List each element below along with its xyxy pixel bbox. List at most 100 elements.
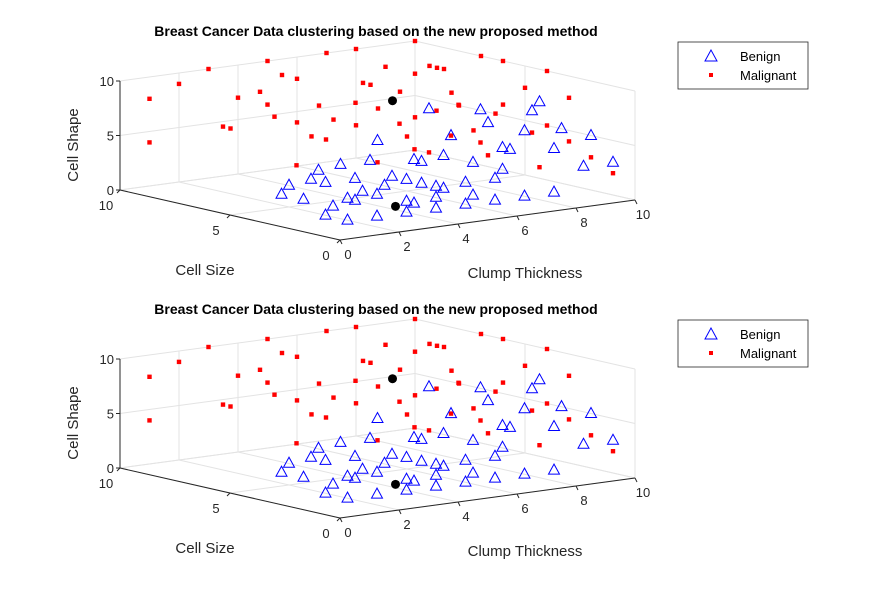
malignant-point — [448, 133, 454, 138]
malignant-point — [544, 68, 550, 74]
benign-point — [518, 401, 531, 414]
benign-point — [400, 194, 413, 206]
malignant-point — [404, 134, 410, 139]
grid-line — [229, 452, 526, 494]
malignant-point — [478, 140, 483, 145]
x-tick-label: 0 — [344, 525, 351, 540]
benign-point — [422, 101, 436, 114]
benign-point — [518, 189, 531, 201]
malignant-point — [544, 123, 550, 128]
benign-point — [312, 441, 325, 453]
malignant-point — [434, 386, 439, 391]
malignant-point — [294, 354, 300, 359]
malignant-point — [471, 128, 476, 133]
malignant-point — [426, 428, 432, 433]
grid-line — [119, 95, 416, 136]
malignant-point — [235, 95, 241, 100]
benign-point — [400, 205, 413, 217]
y-tick — [226, 492, 231, 497]
malignant-point — [500, 380, 506, 385]
x-axis-label: Clump Thickness — [468, 543, 583, 560]
x-tick — [516, 493, 520, 499]
malignant-point — [456, 102, 461, 107]
benign-point — [341, 191, 354, 203]
benign-point — [459, 475, 472, 487]
benign-point — [481, 393, 495, 406]
malignant-point — [397, 367, 403, 372]
benign-point — [348, 449, 362, 461]
malignant-point — [610, 449, 616, 454]
benign-point — [606, 433, 620, 445]
x-tick — [457, 501, 461, 507]
malignant-point — [265, 58, 270, 64]
benign-point — [555, 399, 568, 412]
benign-point — [319, 175, 332, 187]
grid-line — [414, 373, 636, 424]
malignant-point — [537, 165, 542, 170]
malignant-point — [375, 106, 381, 111]
malignant-point — [147, 140, 152, 145]
benign-point — [429, 201, 443, 213]
malignant-point — [375, 160, 380, 165]
y-tick-label: 0 — [322, 248, 329, 263]
z-axis-label: Cell Shape — [65, 386, 82, 459]
x-tick — [339, 517, 343, 523]
malignant-point — [257, 367, 263, 372]
malignant-point — [331, 395, 336, 400]
x-tick-label: 2 — [403, 239, 410, 254]
benign-point — [415, 176, 428, 188]
benign-point — [407, 430, 421, 442]
malignant-point — [566, 139, 572, 144]
malignant-point — [397, 121, 402, 126]
benign-point — [459, 453, 472, 465]
malignant-point — [360, 358, 366, 364]
benign-point — [275, 465, 288, 477]
malignant-point — [235, 373, 241, 378]
malignant-point — [449, 368, 454, 373]
malignant-point — [294, 76, 300, 81]
malignant-point — [478, 53, 484, 59]
malignant-point — [404, 412, 410, 417]
legend-benign: Benign — [740, 327, 780, 342]
malignant-point — [331, 117, 336, 122]
malignant-point — [324, 328, 329, 334]
chart-title: Breast Cancer Data clustering based on t… — [154, 301, 597, 317]
malignant-point — [353, 123, 359, 128]
benign-point — [533, 94, 546, 107]
cluster-centroid — [391, 201, 400, 211]
malignant-point — [176, 359, 182, 365]
malignant-point — [353, 401, 359, 406]
y-tick — [226, 214, 231, 219]
grid-line — [414, 149, 636, 201]
benign-point — [334, 157, 347, 169]
malignant-point — [257, 89, 263, 94]
benign-point — [577, 437, 590, 449]
malignant-point — [353, 100, 358, 105]
legend-benign-triangle-icon — [704, 48, 718, 62]
benign-point — [370, 209, 384, 221]
benign-point — [415, 432, 428, 444]
benign-point — [547, 141, 561, 153]
benign-point — [319, 453, 332, 465]
malignant-point — [294, 441, 299, 446]
grid-line — [414, 427, 636, 479]
benign-point — [385, 169, 399, 181]
subplot-bottom: Breast Cancer Data clustering based on t… — [65, 301, 809, 560]
malignant-point — [323, 415, 329, 420]
x-tick — [457, 223, 461, 229]
benign-point — [547, 419, 561, 431]
benign-point — [370, 487, 384, 499]
malignant-point — [434, 65, 440, 70]
benign-point — [584, 128, 598, 140]
benign-point — [282, 178, 296, 190]
malignant-point — [537, 443, 542, 448]
benign-point — [466, 155, 480, 167]
malignant-point — [566, 417, 572, 422]
malignant-point — [279, 72, 285, 78]
malignant-point — [426, 150, 432, 155]
benign-point — [341, 491, 354, 503]
malignant-point — [427, 341, 432, 347]
y-tick-label: 10 — [99, 198, 113, 213]
benign-point — [429, 190, 443, 202]
